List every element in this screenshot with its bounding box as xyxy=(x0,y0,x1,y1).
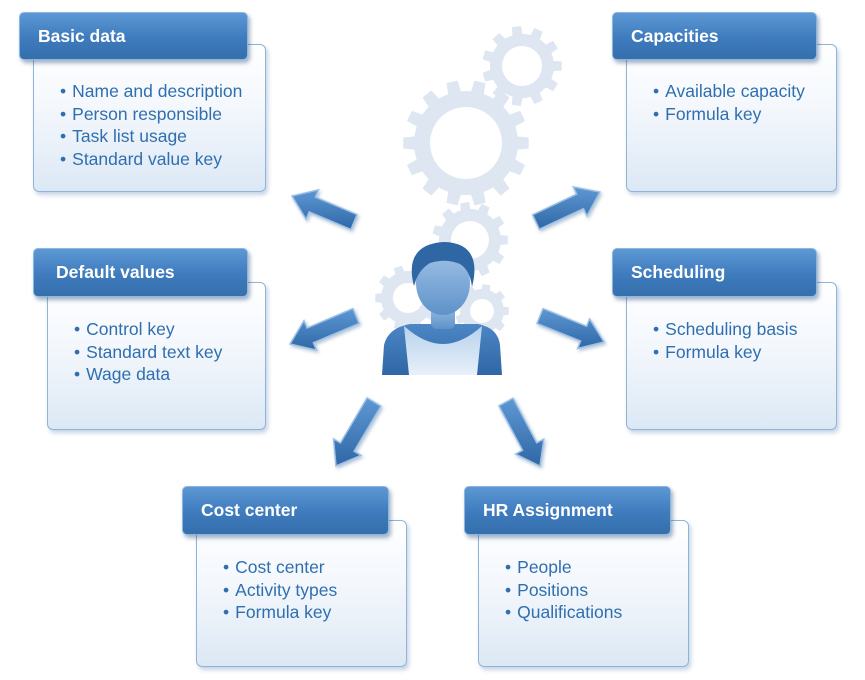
card-hr-assignment: People Positions Qualifications xyxy=(478,520,689,667)
arrow-icon xyxy=(497,397,545,468)
person-icon xyxy=(382,242,502,375)
list-item: Positions xyxy=(505,579,622,602)
arrow-icon xyxy=(531,185,602,231)
list-item: Formula key xyxy=(653,103,805,126)
hr-assignment-list: People Positions Qualifications xyxy=(505,556,622,624)
list-item: Qualifications xyxy=(505,601,622,624)
card-cost-center: Cost center Activity types Formula key xyxy=(196,520,407,667)
capacities-list: Available capacity Formula key xyxy=(653,80,805,125)
list-item: Formula key xyxy=(223,601,337,624)
header-capacities: Capacities xyxy=(612,12,817,60)
default-values-list: Control key Standard text key Wage data xyxy=(74,318,222,386)
gear-icon xyxy=(403,80,529,206)
list-item: Task list usage xyxy=(60,125,242,148)
list-item: Standard value key xyxy=(60,148,242,171)
header-basic-data: Basic data xyxy=(19,12,248,60)
arrow-icon xyxy=(332,396,382,468)
list-item: Wage data xyxy=(74,363,222,386)
card-basic-data: Name and description Person responsible … xyxy=(33,44,266,192)
list-item: Standard text key xyxy=(74,341,222,364)
card-default-values: Control key Standard text key Wage data xyxy=(47,282,266,430)
card-scheduling: Scheduling basis Formula key xyxy=(626,282,837,430)
list-item: Control key xyxy=(74,318,222,341)
list-item: Available capacity xyxy=(653,80,805,103)
arrow-icon xyxy=(290,188,359,231)
basic-data-list: Name and description Person responsible … xyxy=(60,80,242,170)
list-item: Person responsible xyxy=(60,103,242,126)
arrow-icon xyxy=(536,307,606,350)
list-item: Scheduling basis xyxy=(653,318,797,341)
scheduling-list: Scheduling basis Formula key xyxy=(653,318,797,363)
gear-icon xyxy=(482,26,562,106)
header-default-values: Default values xyxy=(33,248,248,297)
list-item: Formula key xyxy=(653,341,797,364)
header-cost-center: Cost center xyxy=(182,486,389,535)
header-scheduling: Scheduling xyxy=(612,248,817,297)
arrow-icon xyxy=(288,307,361,352)
list-item: Name and description xyxy=(60,80,242,103)
list-item: People xyxy=(505,556,622,579)
cost-center-list: Cost center Activity types Formula key xyxy=(223,556,337,624)
list-item: Activity types xyxy=(223,579,337,602)
card-capacities: Available capacity Formula key xyxy=(626,44,837,192)
header-hr-assignment: HR Assignment xyxy=(464,486,671,535)
list-item: Cost center xyxy=(223,556,337,579)
